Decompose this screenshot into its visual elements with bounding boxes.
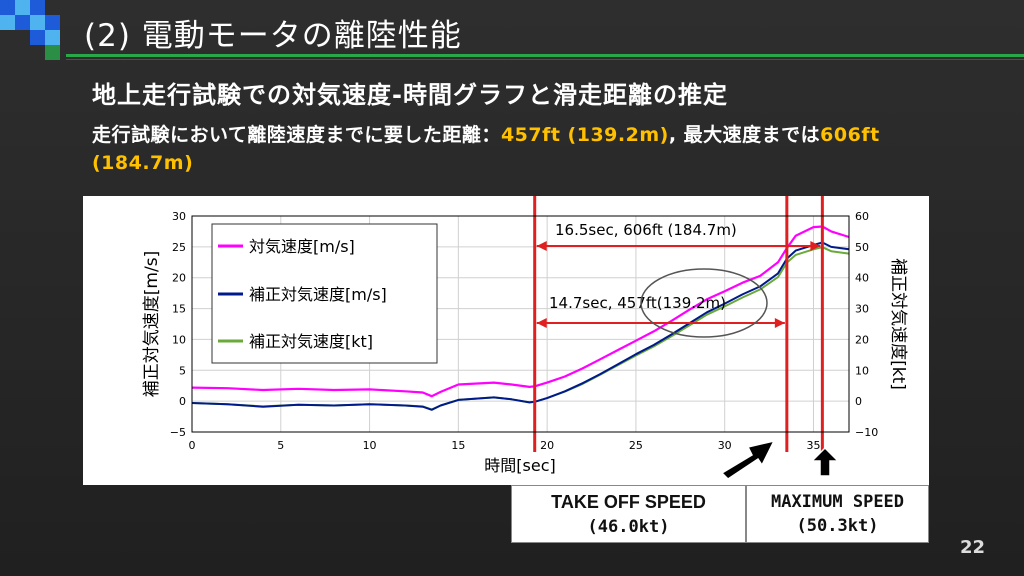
annotations: 16.5sec, 606ft (184.7m) 14.7sec, 457ft(1…	[549, 221, 768, 338]
arrow-up-icon	[810, 446, 840, 477]
page-number: 22	[960, 537, 986, 558]
y-tick-label-left: 5	[179, 364, 186, 377]
annotation-max: 16.5sec, 606ft (184.7m)	[555, 221, 737, 239]
logo-square	[0, 0, 15, 15]
logo-square	[0, 15, 15, 30]
arrow-icon	[720, 439, 776, 480]
legend-label-corrected-kt: 補正対気速度[kt]	[249, 332, 373, 351]
series-line-airspeed	[191, 225, 850, 398]
x-tick-label: 0	[189, 439, 196, 452]
y-tick-label-left: 20	[172, 272, 186, 285]
x-tick-label: 35	[806, 439, 820, 452]
logo-square	[45, 45, 60, 60]
y-tick-label-right: 20	[855, 333, 869, 346]
y-tick-label-left: −5	[170, 426, 186, 439]
takeoff-speed-title: TAKE OFF SPEED	[551, 492, 706, 512]
takeoff-speed-callout: TAKE OFF SPEED (46.0kt)	[511, 485, 746, 543]
logo-square	[30, 30, 45, 45]
y-tick-label-left: 10	[172, 333, 186, 346]
legend-label-corrected-ms: 補正対気速度[m/s]	[249, 285, 387, 304]
title-underline-thin	[66, 59, 1024, 60]
x-tick-label: 25	[629, 439, 643, 452]
plot-frame	[191, 215, 850, 433]
logo-squares	[0, 0, 70, 60]
annotation-highlight-ellipse	[640, 268, 768, 338]
logo-square	[45, 15, 60, 30]
logo-square	[30, 0, 45, 15]
x-tick-label: 5	[277, 439, 284, 452]
max-speed-value: (50.3kt)	[796, 516, 879, 536]
max-speed-distance: 606ft (184.7m)	[92, 124, 880, 174]
x-tick-label: 15	[451, 439, 465, 452]
desc-text: 走行試験において離陸速度までに要した距離：	[92, 124, 501, 146]
y-tick-label-right: 60	[855, 210, 869, 223]
legend-label-airspeed: 対気速度[m/s]	[249, 237, 355, 256]
y-tick-label-right: 50	[855, 241, 869, 254]
logo-square	[15, 15, 30, 30]
chart-container: 0 5 10 15 20 25 30 35 −5 0 5 10 15 20 25 30 −10 0 10 20 30 40…	[83, 196, 929, 485]
legend-box	[211, 223, 438, 364]
span-arrow-max-head-right	[810, 241, 821, 251]
takeoff-distance: 457ft (139.2m)	[500, 124, 669, 146]
annotation-takeoff: 14.7sec, 457ft(139.2m)	[549, 294, 726, 312]
logo-square	[15, 0, 30, 15]
max-speed-callout: MAXIMUM SPEED (50.3kt)	[746, 485, 929, 543]
y-axis-label-right: 補正対気速度[kt]	[888, 258, 908, 390]
airspeed-time-chart: 0 5 10 15 20 25 30 35−5051015202530−10010203040…	[142, 196, 908, 475]
logo-square	[45, 30, 60, 45]
y-tick-label-left: 25	[172, 241, 186, 254]
x-tick-label: 20	[540, 439, 554, 452]
slide-subtitle: 地上走行試験での対気速度-時間グラフと滑走距離の推定	[92, 81, 728, 109]
y-tick-label-right: −10	[855, 426, 878, 439]
x-axis-label: 時間[sec]	[484, 456, 555, 475]
logo-square	[30, 15, 45, 30]
y-tick-label-right: 0	[855, 395, 862, 408]
slide-description: 走行試験において離陸速度までに要した距離：457ft (139.2m), 最大速…	[92, 121, 952, 177]
span-arrow-takeoff-head-right	[774, 318, 785, 328]
series-line-corrected-ms	[191, 241, 850, 411]
title-underline	[66, 54, 1024, 57]
y-tick-label-right: 10	[855, 364, 869, 377]
y-tick-label-right: 40	[855, 272, 869, 285]
y-tick-label-left: 0	[179, 395, 186, 408]
span-arrow-takeoff-head-left	[536, 318, 547, 328]
y-tick-label-left: 30	[172, 210, 186, 223]
max-speed-title: MAXIMUM SPEED	[770, 492, 905, 512]
y-axis-label-left: 補正対気速度[m/s]	[142, 251, 162, 397]
y-tick-label-right: 30	[855, 303, 869, 316]
y-tick-label-left: 15	[172, 303, 186, 316]
slide-title: (2) 電動モータの離陸性能	[84, 18, 462, 54]
x-tick-label: 10	[363, 439, 377, 452]
x-tick-label: 30	[718, 439, 732, 452]
desc-text: , 最大速度までは	[668, 124, 821, 146]
takeoff-speed-value: (46.0kt)	[587, 517, 670, 537]
legend: 対気速度[m/s] 補正対気速度[m/s] 補正対気速度[kt]	[211, 223, 438, 364]
span-arrow-max-head-left	[536, 241, 547, 251]
